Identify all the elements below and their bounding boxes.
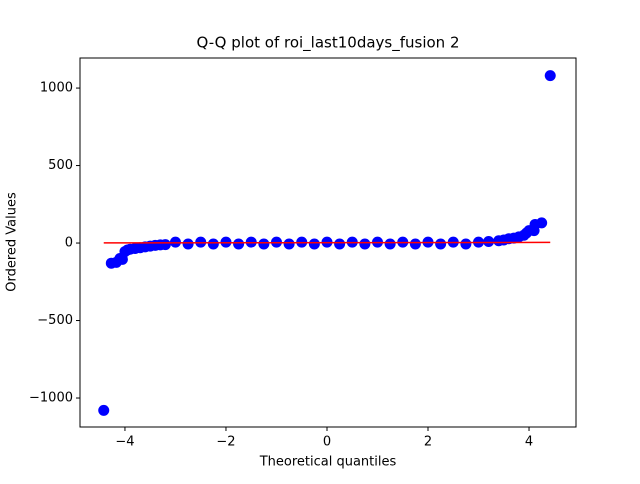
point xyxy=(545,70,556,81)
point xyxy=(385,238,396,249)
chart-title: Q-Q plot of roi_last10days_fusion 2 xyxy=(197,34,460,53)
point xyxy=(334,238,345,249)
point xyxy=(160,239,171,250)
x-tick-label: −2 xyxy=(216,435,235,450)
x-tick-label: 0 xyxy=(323,435,331,450)
point xyxy=(536,217,547,228)
point xyxy=(410,238,421,249)
x-tick-label: 2 xyxy=(424,435,432,450)
y-tick-label: 0 xyxy=(65,236,73,251)
y-tick-label: 1000 xyxy=(40,81,73,96)
point xyxy=(208,238,219,249)
point xyxy=(309,238,320,249)
y-tick-label: −500 xyxy=(37,313,73,328)
point xyxy=(359,238,370,249)
y-axis-label: Ordered Values xyxy=(5,192,20,292)
x-axis-label: Theoretical quantiles xyxy=(259,455,397,470)
point xyxy=(233,238,244,249)
x-tick-label: 4 xyxy=(525,435,533,450)
y-tick-label: 500 xyxy=(48,158,73,173)
point xyxy=(460,238,471,249)
point xyxy=(98,405,109,416)
y-tick-label: −1000 xyxy=(29,391,73,406)
point xyxy=(483,236,494,247)
point xyxy=(435,238,446,249)
x-tick-label: −4 xyxy=(115,435,134,450)
point xyxy=(258,238,269,249)
point xyxy=(284,238,295,249)
point xyxy=(183,238,194,249)
